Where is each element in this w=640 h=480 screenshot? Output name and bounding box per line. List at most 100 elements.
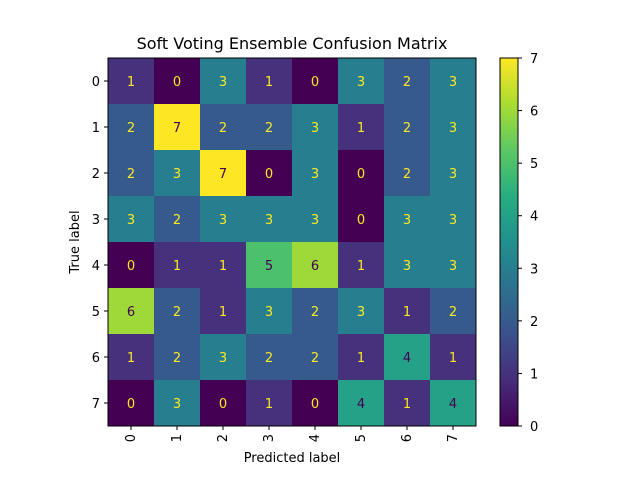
y-axis-ticks: 0 1 2 3 4 5 6 7 <box>92 75 108 412</box>
cell-value-label: 3 <box>219 351 227 366</box>
heatmap-cell <box>200 288 247 335</box>
heatmap-cell <box>384 288 431 335</box>
cell-value-label: 2 <box>173 213 181 228</box>
cell-value-label: 3 <box>265 213 273 228</box>
heatmap-cell <box>200 196 247 243</box>
heatmap-cell <box>338 104 385 151</box>
colorbar-tick-label: 5 <box>530 157 538 172</box>
heatmap-cell <box>430 380 477 427</box>
heatmap-cell <box>338 380 385 427</box>
heatmap-cell <box>246 334 293 381</box>
heatmap-cell <box>384 196 431 243</box>
cell-value-label: 1 <box>357 121 365 136</box>
cell-value-label: 2 <box>403 121 411 136</box>
cell-value-label: 3 <box>311 167 319 182</box>
cell-value-label: 0 <box>311 397 319 412</box>
cell-value-label: 1 <box>449 351 457 366</box>
y-tick-label: 1 <box>92 121 100 136</box>
heatmap-cell <box>108 242 155 289</box>
cell-value-label: 2 <box>311 305 319 320</box>
heatmap-cell <box>200 242 247 289</box>
cell-value-label: 2 <box>173 351 181 366</box>
colorbar-ticks: 0 1 2 3 4 5 6 7 <box>518 52 538 435</box>
heatmap-cell <box>384 242 431 289</box>
x-tick-label: 3 <box>262 434 277 442</box>
cell-value-label: 4 <box>403 351 411 366</box>
heatmap-cell <box>292 58 339 105</box>
heatmap-cell <box>430 334 477 381</box>
cell-value-label: 0 <box>173 75 181 90</box>
heatmap-cell <box>430 104 477 151</box>
colorbar <box>499 57 519 427</box>
heatmap-cell <box>108 288 155 335</box>
heatmap-cell <box>246 242 293 289</box>
cell-value-label: 3 <box>173 167 181 182</box>
y-tick-label: 7 <box>92 397 100 412</box>
heatmap-cell <box>200 380 247 427</box>
x-tick-label: 7 <box>446 434 461 442</box>
cell-value-label: 3 <box>449 213 457 228</box>
heatmap-cell <box>154 242 201 289</box>
cell-value-label: 3 <box>173 397 181 412</box>
cell-value-label: 0 <box>265 167 273 182</box>
cell-value-label: 3 <box>127 213 135 228</box>
cell-value-label: 7 <box>219 167 227 182</box>
heatmap-cell <box>430 150 477 197</box>
cell-value-label: 2 <box>403 75 411 90</box>
y-tick-label: 3 <box>92 213 100 228</box>
heatmap-cell <box>292 196 339 243</box>
x-tick-label: 6 <box>400 434 415 442</box>
heatmap-cell <box>338 288 385 335</box>
cell-value-label: 1 <box>357 351 365 366</box>
colorbar-tick-label: 6 <box>530 105 538 120</box>
heatmap-cell <box>200 104 247 151</box>
colorbar-tick-label: 4 <box>530 210 538 225</box>
cell-value-label: 3 <box>449 121 457 136</box>
heatmap-cell <box>246 58 293 105</box>
cell-value-label: 3 <box>357 305 365 320</box>
colorbar-tick-label: 3 <box>530 262 538 277</box>
heatmap-cells <box>108 58 477 427</box>
heatmap-cell <box>246 380 293 427</box>
cell-value-label: 2 <box>219 121 227 136</box>
cell-value-label: 7 <box>173 121 181 136</box>
cell-value-label: 0 <box>311 75 319 90</box>
y-tick-label: 0 <box>92 75 100 90</box>
cell-value-label: 1 <box>403 305 411 320</box>
colorbar-tick-label: 7 <box>530 52 538 67</box>
x-axis-label: Predicted label <box>244 451 341 466</box>
chart-title: Soft Voting Ensemble Confusion Matrix <box>137 34 448 53</box>
cell-value-label: 0 <box>357 213 365 228</box>
cell-value-label: 3 <box>403 213 411 228</box>
cell-value-label: 3 <box>265 305 273 320</box>
cell-value-label: 1 <box>219 305 227 320</box>
heatmap-cell <box>246 150 293 197</box>
heatmap-cell <box>338 334 385 381</box>
cell-value-label: 2 <box>127 121 135 136</box>
cell-value-label: 0 <box>127 259 135 274</box>
heatmap-cell <box>430 196 477 243</box>
cell-value-label: 5 <box>265 259 273 274</box>
cell-value-label: 2 <box>403 167 411 182</box>
heatmap-cell <box>154 380 201 427</box>
cell-value-label: 1 <box>403 397 411 412</box>
cell-value-label: 4 <box>449 397 457 412</box>
cell-value-label: 0 <box>357 167 365 182</box>
heatmap-cell <box>338 196 385 243</box>
cell-value-label: 1 <box>127 75 135 90</box>
y-tick-label: 6 <box>92 351 100 366</box>
cell-value-label: 1 <box>357 259 365 274</box>
y-axis-label: True label <box>68 210 83 274</box>
heatmap-cell <box>338 58 385 105</box>
cell-value-label: 1 <box>127 351 135 366</box>
plot-frame <box>107 57 477 427</box>
heatmap-cell <box>246 196 293 243</box>
cell-value-label: 2 <box>449 305 457 320</box>
x-tick-label: 4 <box>308 434 323 442</box>
cell-value-label: 1 <box>265 75 273 90</box>
cell-value-label: 2 <box>173 305 181 320</box>
x-tick-label: 1 <box>170 434 185 442</box>
cell-value-label: 3 <box>403 259 411 274</box>
x-axis-ticks: 0 1 2 3 4 5 6 7 <box>124 426 461 442</box>
heatmap-cell <box>200 150 247 197</box>
